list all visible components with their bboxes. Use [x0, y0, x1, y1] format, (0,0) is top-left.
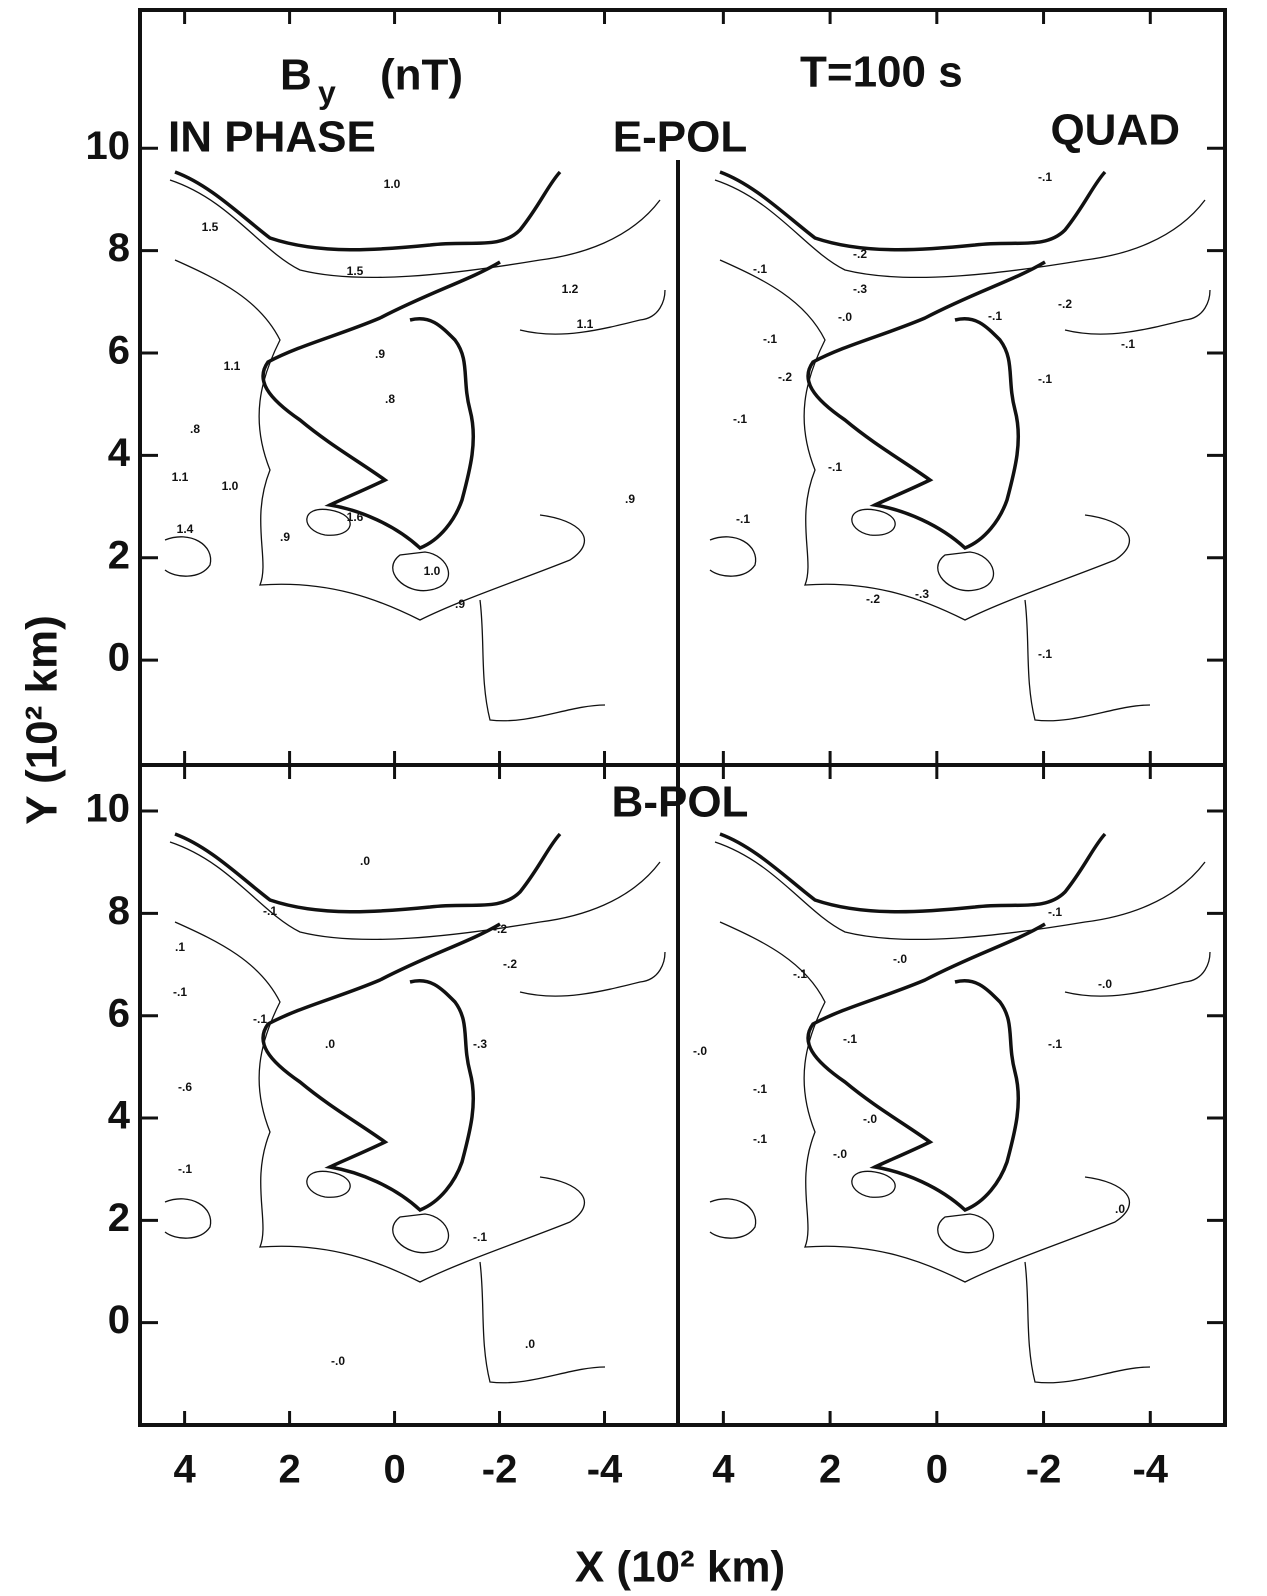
column-label: QUAD — [1050, 106, 1180, 155]
contour-label: .0 — [360, 854, 370, 868]
contour-label: -.2 — [503, 957, 517, 971]
contour-label: -.2 — [493, 922, 507, 936]
x-tick-label: 4 — [173, 1448, 196, 1492]
contour-label: -.3 — [853, 282, 867, 296]
contour-map — [708, 832, 1212, 1385]
contour-label: -.1 — [178, 1162, 192, 1176]
contour-label: -.1 — [828, 460, 842, 474]
y-tick-label: 0 — [108, 1298, 130, 1342]
contour-label: 1.5 — [347, 264, 364, 278]
contour-label: -.2 — [853, 247, 867, 261]
contour-label: 1.4 — [177, 522, 194, 536]
y-tick-label: 4 — [108, 431, 131, 475]
contour-label: -.1 — [733, 412, 747, 426]
frame — [138, 8, 1227, 1427]
y-tick-label: 6 — [108, 991, 130, 1035]
contour-label: -.3 — [473, 1037, 487, 1051]
y-tick-label: 8 — [108, 226, 130, 270]
y-tick-label: 0 — [108, 636, 130, 680]
contour-label: .0 — [525, 1337, 535, 1351]
contour-label: -.0 — [893, 952, 907, 966]
x-tick-label: 0 — [926, 1448, 948, 1492]
row-label: B-POL — [612, 778, 749, 827]
contour-map — [708, 170, 1212, 723]
contour-label: -.1 — [263, 904, 277, 918]
contour-label: -.1 — [1121, 337, 1135, 351]
x-tick-label: -4 — [587, 1448, 623, 1492]
x-tick-label: 2 — [819, 1448, 841, 1492]
period: T=100 s — [800, 48, 963, 97]
contour-label: .0 — [325, 1037, 335, 1051]
contour-label: 1.1 — [224, 359, 241, 373]
contour-label: -.2 — [778, 370, 792, 384]
y-tick-label: 6 — [108, 329, 130, 373]
title-unit: (nT) — [380, 51, 463, 100]
contour-label: -.0 — [693, 1044, 707, 1058]
contour-label: -.1 — [473, 1230, 487, 1244]
contour-label: 1.0 — [424, 564, 441, 578]
contour-label: -.6 — [178, 1080, 192, 1094]
contour-label: -.1 — [763, 332, 777, 346]
contour-label: -.2 — [1058, 297, 1072, 311]
contour-label: -.1 — [1038, 170, 1052, 184]
contour-label: .0 — [1115, 1202, 1125, 1216]
contour-label: -.1 — [753, 1132, 767, 1146]
row-label: E-POL — [613, 113, 747, 162]
contour-label: -.1 — [736, 512, 750, 526]
x-axis-label: X (10² km) — [575, 1543, 785, 1592]
contour-label: .9 — [625, 492, 635, 506]
contour-label: -.0 — [838, 310, 852, 324]
contour-label: .8 — [190, 422, 200, 436]
contour-label: .9 — [375, 347, 385, 361]
contour-label: 1.1 — [577, 317, 594, 331]
contour-label: 1.5 — [202, 220, 219, 234]
contour-label: -.1 — [793, 967, 807, 981]
y-tick-label: 4 — [108, 1094, 131, 1138]
contour-label: -.1 — [1048, 905, 1062, 919]
y-tick-label: 10 — [86, 787, 131, 831]
title-variable: B — [280, 51, 312, 100]
contour-label: 1.1 — [172, 470, 189, 484]
y-axis-label: Y (10² km) — [18, 615, 67, 825]
contour-label: .1 — [175, 940, 185, 954]
contour-label: -.0 — [331, 1354, 345, 1368]
contour-label: -.1 — [753, 1082, 767, 1096]
contour-label: .9 — [280, 530, 290, 544]
contour-label: -.1 — [843, 1032, 857, 1046]
contour-label: -.0 — [833, 1147, 847, 1161]
contour-label: -.1 — [988, 309, 1002, 323]
column-label: IN PHASE — [168, 113, 376, 162]
contour-label: -.1 — [753, 262, 767, 276]
y-tick-label: 8 — [108, 889, 130, 933]
contour-label: -.1 — [1038, 647, 1052, 661]
x-tick-label: 4 — [712, 1448, 735, 1492]
contour-label: -.3 — [915, 587, 929, 601]
contour-label: -.0 — [1098, 977, 1112, 991]
contour-label: -.1 — [253, 1012, 267, 1026]
x-tick-label: 0 — [383, 1448, 405, 1492]
contour-label: .8 — [385, 392, 395, 406]
y-tick-label: 10 — [86, 124, 131, 168]
x-tick-label: -4 — [1132, 1448, 1168, 1492]
x-tick-label: 2 — [278, 1448, 300, 1492]
contour-label: 1.6 — [347, 510, 364, 524]
contour-label: -.2 — [866, 592, 880, 606]
contour-label: -.1 — [173, 985, 187, 999]
contour-label: 1.0 — [384, 177, 401, 191]
contour-map — [163, 170, 667, 723]
title-subscript: y — [318, 74, 336, 110]
x-tick-label: -2 — [482, 1448, 518, 1492]
contour-label: -.1 — [1048, 1037, 1062, 1051]
contour-label: .9 — [455, 597, 465, 611]
contour-label: -.0 — [863, 1112, 877, 1126]
y-tick-label: 2 — [108, 533, 130, 577]
contour-map — [163, 832, 667, 1385]
contour-label: -.1 — [1038, 372, 1052, 386]
contour-label: 1.0 — [222, 479, 239, 493]
y-tick-label: 2 — [108, 1196, 130, 1240]
x-tick-label: -2 — [1026, 1448, 1062, 1492]
contour-label: 1.2 — [562, 282, 579, 296]
